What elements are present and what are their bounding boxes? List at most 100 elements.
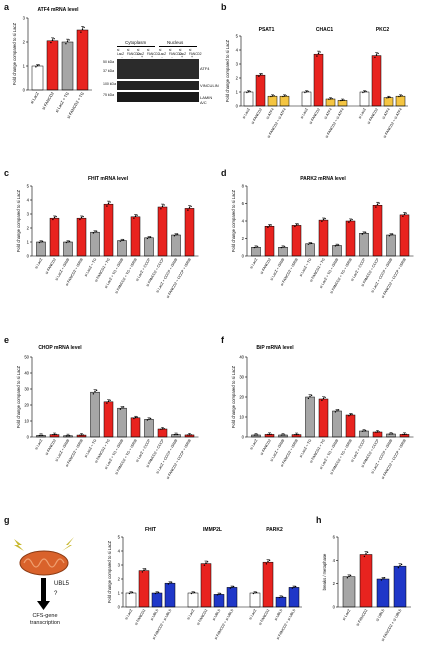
bar xyxy=(288,587,300,608)
data-point xyxy=(402,433,404,436)
data-point xyxy=(160,428,162,430)
bar xyxy=(184,208,195,257)
y-tick-label: 0 xyxy=(242,254,245,259)
data-point xyxy=(35,66,37,68)
bar xyxy=(251,247,261,257)
data-point xyxy=(295,224,298,226)
panel-d-label: d xyxy=(221,168,227,178)
bar xyxy=(103,401,114,438)
lane-label: si FANCD2 xyxy=(189,48,202,56)
data-point xyxy=(403,213,406,216)
data-point xyxy=(53,38,55,40)
data-point xyxy=(121,407,123,409)
data-point xyxy=(255,246,257,248)
data-point xyxy=(136,416,138,418)
y-tick-label: 4 xyxy=(333,558,336,563)
x-tick-label: si LacZ + TG xyxy=(84,257,98,277)
data-point xyxy=(255,434,257,436)
data-point xyxy=(349,414,352,416)
bar xyxy=(359,91,370,107)
bar xyxy=(262,561,274,608)
data-point xyxy=(247,91,250,93)
data-point xyxy=(376,203,379,206)
data-point xyxy=(364,430,367,432)
data-point xyxy=(294,225,296,228)
data-point xyxy=(122,239,125,241)
bar xyxy=(255,74,266,107)
bar xyxy=(301,91,312,107)
panel-g: g UBL5 ? CFS-gene transcription 0 1 2 3 4 5 Fo… xyxy=(0,515,310,661)
bar xyxy=(371,55,382,107)
data-point xyxy=(41,434,44,437)
data-point xyxy=(295,433,298,436)
x-tick-label: si FANCD2 xyxy=(134,609,146,626)
data-point xyxy=(55,433,57,436)
lightning-icon xyxy=(14,537,74,551)
data-point xyxy=(52,433,54,436)
data-point xyxy=(293,586,295,588)
data-point xyxy=(285,95,287,97)
data-point xyxy=(382,577,384,580)
data-point xyxy=(192,592,194,594)
data-point xyxy=(256,246,259,248)
y-axis-label: Fold change compared to si LacZ xyxy=(107,540,112,603)
band-label-vinculin: VINCULIN xyxy=(200,83,219,88)
bar xyxy=(359,430,369,438)
x-tick-label: si LacZ xyxy=(34,438,44,451)
y-tick-label: 40 xyxy=(239,355,244,360)
panel-b-label: b xyxy=(221,2,227,12)
group-title: PARK2 xyxy=(266,527,283,533)
y-tick-label: 0 xyxy=(236,104,239,109)
data-point xyxy=(375,54,378,56)
panel-e-label: e xyxy=(4,335,10,345)
mitochondrion-diagram xyxy=(14,537,74,610)
x-tick-label: si ATF4 xyxy=(323,108,332,120)
chart-title: PARK2 mRNA level xyxy=(300,176,346,182)
x-tick-label: si UBL5 xyxy=(375,609,385,623)
tg-mark: - xyxy=(171,54,173,59)
bar xyxy=(76,29,89,91)
y-tick-label: 30 xyxy=(239,375,244,380)
data-point xyxy=(389,96,391,98)
data-point xyxy=(336,409,338,412)
data-point xyxy=(398,95,400,98)
y-tick-label: 2 xyxy=(118,577,121,582)
bar xyxy=(103,203,114,257)
data-point xyxy=(348,221,350,223)
data-point xyxy=(82,434,84,436)
data-point xyxy=(282,95,284,98)
y-tick-label: 0 xyxy=(23,88,26,93)
data-point xyxy=(365,553,367,555)
x-tick-label: si UBL5 xyxy=(274,609,284,622)
group-title: IMMP2L xyxy=(203,527,222,533)
data-point xyxy=(229,587,232,589)
data-point xyxy=(154,592,157,595)
diagram-gene-label: UBL5 xyxy=(54,581,70,587)
bar xyxy=(125,592,137,608)
x-tick-label: si FANCD2 xyxy=(356,609,369,627)
bar xyxy=(117,240,127,257)
data-point xyxy=(270,433,272,435)
bar xyxy=(31,65,44,91)
bar xyxy=(318,398,329,438)
data-point xyxy=(161,205,164,208)
data-point xyxy=(218,593,220,595)
lane-label: si LacZ xyxy=(137,48,145,56)
blot-lamin xyxy=(117,92,199,102)
blot-header-cytoplasm: Cytoplasm xyxy=(125,40,147,45)
bar xyxy=(359,233,369,257)
data-point xyxy=(366,551,369,553)
data-point xyxy=(38,434,41,437)
data-point xyxy=(175,234,177,236)
data-point xyxy=(278,596,281,599)
data-point xyxy=(334,245,337,247)
data-point xyxy=(268,559,271,562)
data-point xyxy=(405,212,407,214)
data-point xyxy=(282,246,284,248)
data-point xyxy=(216,594,219,596)
x-tick-label: si LacZ xyxy=(249,257,259,270)
data-point xyxy=(231,586,233,588)
data-point xyxy=(252,592,255,595)
data-point xyxy=(156,592,158,594)
data-point xyxy=(148,236,150,239)
